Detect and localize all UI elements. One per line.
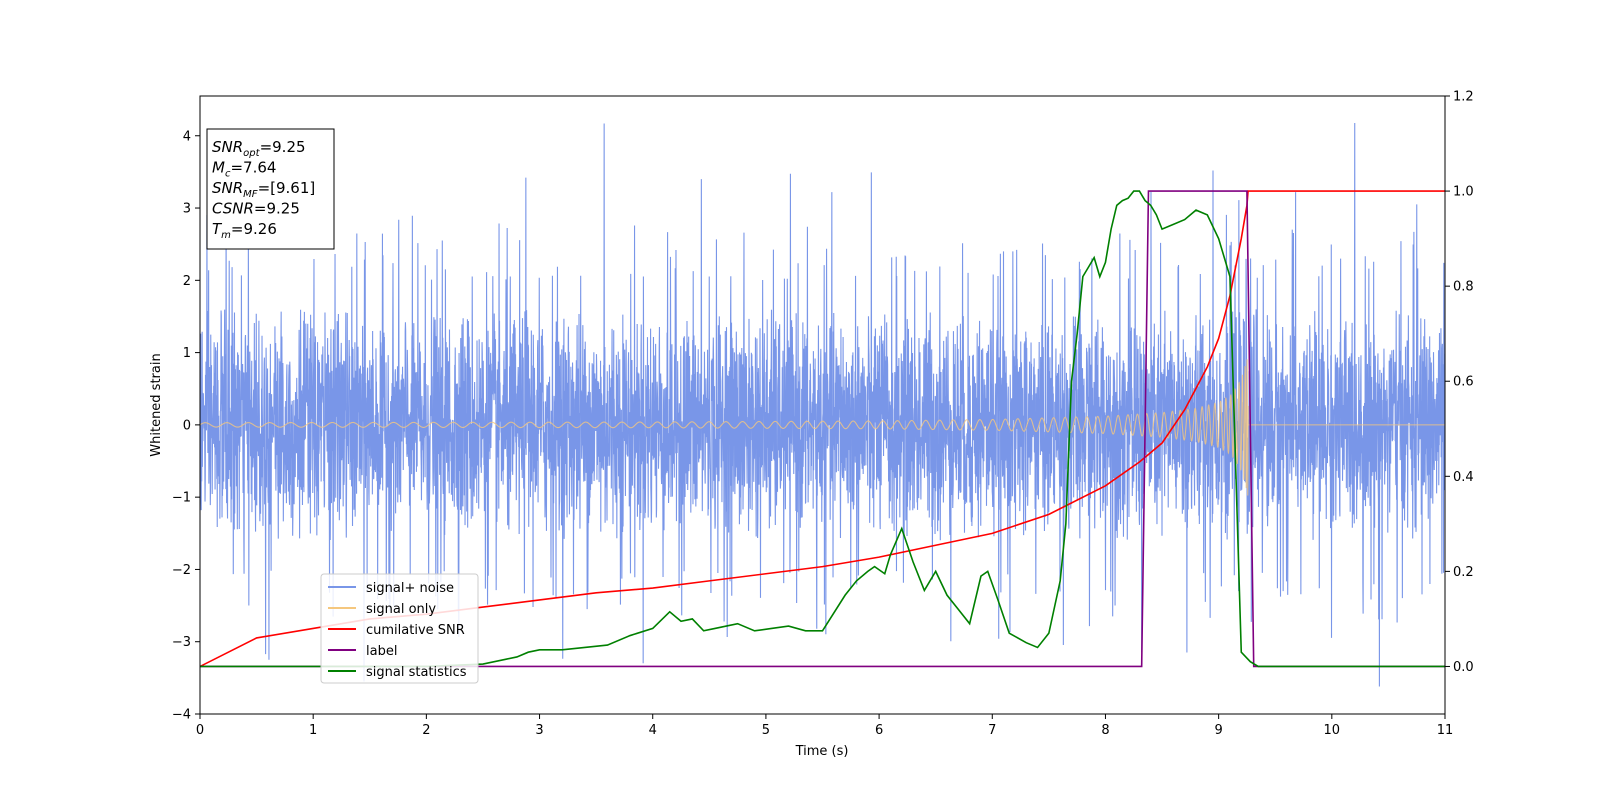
x-tick-label: 11 xyxy=(1437,723,1454,738)
legend-label: cumilative SNR xyxy=(366,623,465,638)
x-tick-label: 1 xyxy=(309,723,317,738)
info-line: Mc=7.64 xyxy=(212,159,276,180)
x-tick-label: 7 xyxy=(988,723,996,738)
y-axis-left: −4 −3 −2 −1 0 1 2 3 4 xyxy=(172,129,200,723)
info-line: SNRMF=[9.61] xyxy=(212,179,315,200)
info-box-frame xyxy=(206,128,335,250)
info-line: SNRopt=9.25 xyxy=(212,138,306,159)
y-tick-label: −1 xyxy=(172,491,191,506)
y-tick-label: 3 xyxy=(183,202,191,217)
y-tick-label: 1 xyxy=(183,346,191,361)
x-tick-label: 10 xyxy=(1324,723,1341,738)
y-tick-label: −3 xyxy=(172,635,191,650)
y2-tick-label: 0.0 xyxy=(1453,660,1474,675)
legend-frame xyxy=(320,573,479,684)
x-tick-label: 4 xyxy=(649,723,657,738)
y-tick-label: 0 xyxy=(183,418,191,433)
info-line: CSNR=9.25 xyxy=(212,200,300,218)
x-tick-label: 8 xyxy=(1101,723,1109,738)
legend-label: signal statistics xyxy=(366,665,467,680)
x-axis: 0 1 2 3 4 5 6 7 8 9 10 11 xyxy=(196,714,1453,738)
info-line: Tm=9.26 xyxy=(212,220,277,241)
y-tick-label: −2 xyxy=(172,563,191,578)
y2-tick-label: 1.2 xyxy=(1453,90,1474,105)
x-tick-label: 2 xyxy=(422,723,430,738)
y2-tick-label: 0.8 xyxy=(1453,280,1474,295)
y2-tick-label: 1.0 xyxy=(1453,185,1474,200)
legend-label: signal+ noise xyxy=(366,581,454,596)
x-axis-label: Time (s) xyxy=(795,744,849,759)
legend: signal+ noise signal only cumilative SNR la… xyxy=(320,573,479,684)
x-tick-label: 3 xyxy=(535,723,543,738)
y2-tick-label: 0.6 xyxy=(1453,375,1474,390)
y2-tick-label: 0.4 xyxy=(1453,470,1474,485)
y-tick-label: −4 xyxy=(172,708,191,723)
series-signal-only xyxy=(200,359,1445,496)
x-tick-label: 0 xyxy=(196,723,204,738)
y-tick-label: 2 xyxy=(183,274,191,289)
legend-label: label xyxy=(366,644,397,659)
x-tick-label: 9 xyxy=(1214,723,1222,738)
x-tick-label: 5 xyxy=(762,723,770,738)
series-signal-statistics xyxy=(200,190,1445,668)
y-tick-label: 4 xyxy=(183,129,191,144)
y-axis-label: Whitened strain xyxy=(149,353,164,456)
y2-tick-label: 0.2 xyxy=(1453,565,1474,580)
plot-frame xyxy=(199,95,1446,715)
legend-label: signal only xyxy=(366,602,436,617)
x-tick-label: 6 xyxy=(875,723,883,738)
y-axis-right: 0.0 0.2 0.4 0.6 0.8 1.0 1.2 xyxy=(1445,90,1474,675)
